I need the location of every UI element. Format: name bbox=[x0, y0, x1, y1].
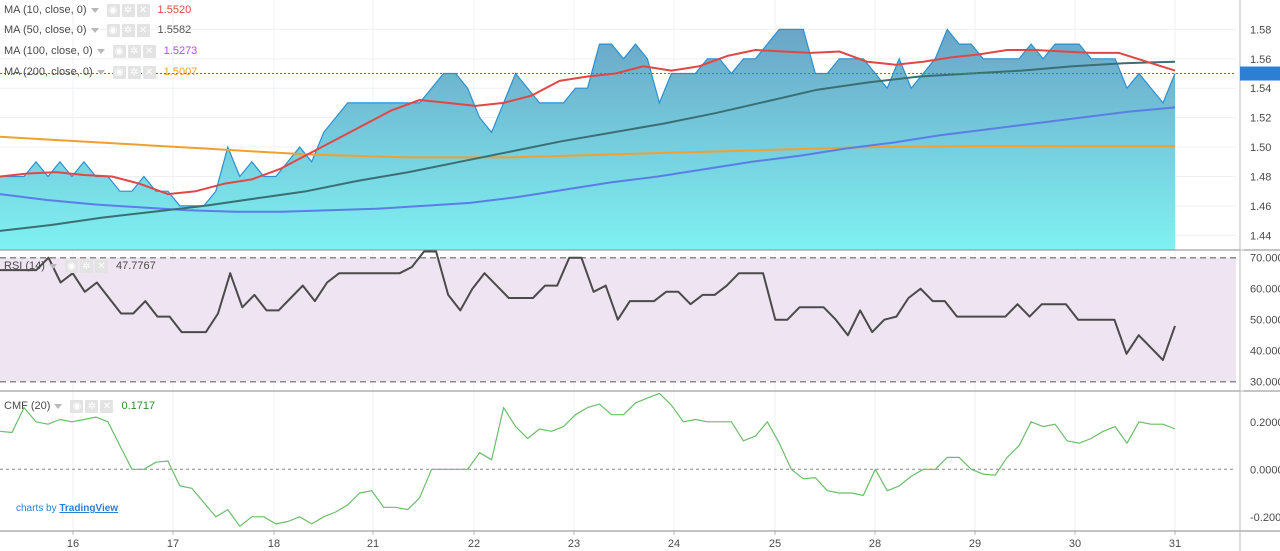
eye-icon[interactable]: ◉ bbox=[112, 44, 126, 58]
legend-cmf[interactable]: CMF (20) ◉ ✲ ✕ 0.1717 bbox=[4, 398, 155, 414]
legend-ma50-value: 1.5582 bbox=[157, 24, 192, 36]
chevron-down-icon[interactable] bbox=[54, 403, 63, 409]
legend-ma10-label: MA (10, close, 0) bbox=[4, 4, 87, 16]
y-tick-label: 70.000 bbox=[1250, 253, 1280, 265]
ma100-line bbox=[0, 106, 1176, 213]
y-tick-label: 40.000 bbox=[1250, 346, 1280, 358]
x-tick-label: 17 bbox=[167, 538, 179, 550]
eye-icon[interactable]: ◉ bbox=[106, 23, 120, 37]
gear-icon[interactable]: ✲ bbox=[121, 3, 135, 17]
y-tick-label: 1.46 bbox=[1250, 201, 1271, 213]
current-price-tag bbox=[1240, 66, 1280, 81]
legend-rsi[interactable]: RSI (14) ◉ ✲ ✕ 47.7767 bbox=[4, 258, 156, 274]
cmf-line bbox=[0, 392, 1176, 527]
gear-icon[interactable]: ✲ bbox=[127, 65, 141, 79]
legend-ma100-label: MA (100, close, 0) bbox=[4, 45, 93, 57]
price-area-fill bbox=[0, 29, 1175, 251]
x-tick-label: 25 bbox=[769, 538, 781, 550]
tradingview-credit[interactable]: charts by TradingView bbox=[16, 503, 118, 514]
x-tick-label: 29 bbox=[969, 538, 981, 550]
x-tick-label: 22 bbox=[468, 538, 480, 550]
close-icon[interactable]: ✕ bbox=[136, 3, 150, 17]
credit-brand-link[interactable]: TradingView bbox=[59, 503, 119, 514]
gear-icon[interactable]: ✲ bbox=[121, 23, 135, 37]
eye-icon[interactable]: ◉ bbox=[70, 399, 84, 413]
legend-ma100[interactable]: MA (100, close, 0) ◉ ✲ ✕ 1.5273 bbox=[4, 43, 197, 59]
y-tick-label: 30.000 bbox=[1250, 377, 1280, 389]
legend-cmf-label: CMF (20) bbox=[4, 400, 51, 412]
legend-ma10[interactable]: MA (10, close, 0) ◉ ✲ ✕ 1.5520 bbox=[4, 2, 191, 18]
ma10-line bbox=[0, 49, 1176, 196]
y-tick-label: 60.000 bbox=[1250, 284, 1280, 296]
eye-icon[interactable]: ◉ bbox=[64, 259, 78, 273]
gear-icon[interactable]: ✲ bbox=[85, 399, 99, 413]
y-tick-label: 50.000 bbox=[1250, 315, 1280, 327]
ma200-line bbox=[0, 135, 1175, 159]
close-icon[interactable]: ✕ bbox=[142, 65, 156, 79]
legend-ma200-value: 1.5007 bbox=[163, 66, 198, 78]
x-tick-label: 23 bbox=[568, 538, 580, 550]
close-icon[interactable]: ✕ bbox=[100, 399, 114, 413]
legend-rsi-label: RSI (14) bbox=[4, 260, 45, 272]
legend-cmf-value: 0.1717 bbox=[121, 400, 156, 412]
y-tick-label: 1.58 bbox=[1250, 24, 1271, 36]
chevron-down-icon[interactable] bbox=[90, 7, 99, 13]
ma50-line bbox=[0, 60, 1176, 232]
chevron-down-icon[interactable] bbox=[48, 263, 57, 269]
credit-prefix: charts by bbox=[16, 503, 60, 514]
close-icon[interactable]: ✕ bbox=[142, 44, 156, 58]
y-tick-label: 1.44 bbox=[1250, 230, 1271, 242]
x-tick-label: 24 bbox=[668, 538, 680, 550]
eye-icon[interactable]: ◉ bbox=[112, 65, 126, 79]
y-tick-label: 1.54 bbox=[1250, 83, 1271, 95]
gear-icon[interactable]: ✲ bbox=[127, 44, 141, 58]
close-icon[interactable]: ✕ bbox=[94, 259, 108, 273]
legend-ma200-label: MA (200, close, 0) bbox=[4, 66, 93, 78]
x-tick-label: 31 bbox=[1169, 538, 1181, 550]
x-tick-label: 16 bbox=[67, 538, 79, 550]
legend-ma100-value: 1.5273 bbox=[163, 45, 198, 57]
x-tick-label: 18 bbox=[268, 538, 280, 550]
y-tick-label: 1.56 bbox=[1250, 54, 1271, 66]
chevron-down-icon[interactable] bbox=[90, 27, 99, 33]
legend-rsi-value: 47.7767 bbox=[115, 260, 156, 272]
x-tick-label: 28 bbox=[869, 538, 881, 550]
gear-icon[interactable]: ✲ bbox=[79, 259, 93, 273]
chevron-down-icon[interactable] bbox=[96, 69, 105, 75]
eye-icon[interactable]: ◉ bbox=[106, 3, 120, 17]
legend-ma50-label: MA (50, close, 0) bbox=[4, 24, 87, 36]
y-tick-label: 1.48 bbox=[1250, 171, 1271, 183]
close-icon[interactable]: ✕ bbox=[136, 23, 150, 37]
y-tick-label: 1.52 bbox=[1250, 113, 1271, 125]
x-tick-label: 21 bbox=[367, 538, 379, 550]
legend-ma200[interactable]: MA (200, close, 0) ◉ ✲ ✕ 1.5007 bbox=[4, 64, 197, 80]
rsi-line bbox=[0, 250, 1176, 361]
legend-ma50[interactable]: MA (50, close, 0) ◉ ✲ ✕ 1.5582 bbox=[4, 22, 191, 38]
chevron-down-icon[interactable] bbox=[96, 48, 105, 54]
y-tick-label: 0.0000 bbox=[1250, 464, 1280, 476]
x-tick-label: 30 bbox=[1069, 538, 1081, 550]
y-tick-label: 1.50 bbox=[1250, 142, 1271, 154]
legend-ma10-value: 1.5520 bbox=[157, 4, 192, 16]
